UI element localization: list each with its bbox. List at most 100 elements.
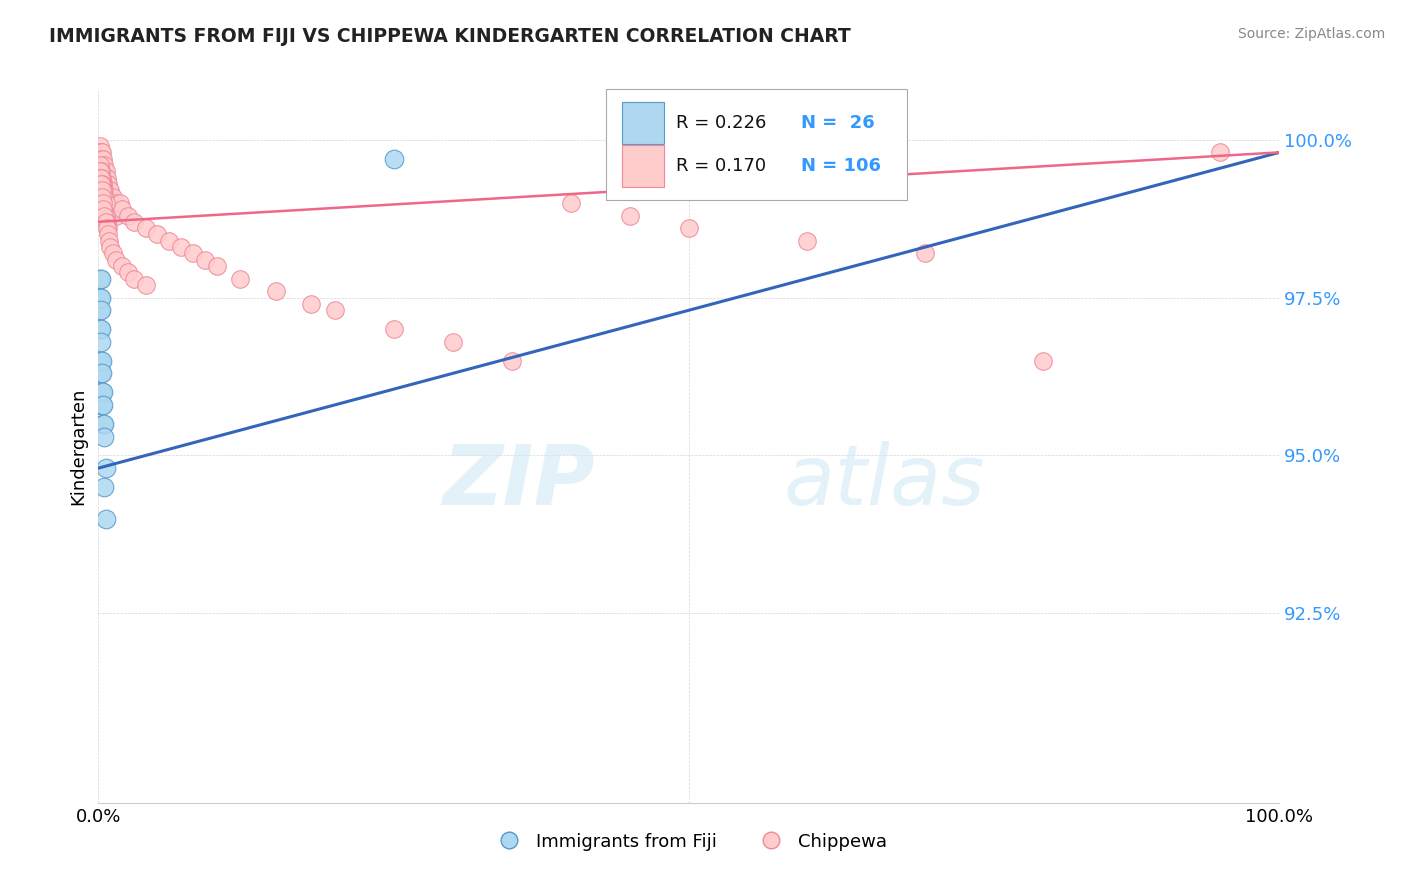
Point: [89, 271, 111, 285]
Point: [105, 209, 128, 223]
Point: [96, 215, 118, 229]
Text: atlas: atlas: [783, 442, 986, 522]
Point: [89, 164, 111, 178]
Text: IMMIGRANTS FROM FIJI VS CHIPPEWA KINDERGARTEN CORRELATION CHART: IMMIGRANTS FROM FIJI VS CHIPPEWA KINDERG…: [49, 27, 851, 45]
Point: [89, 164, 111, 178]
Point: [93, 195, 115, 210]
Point: [94, 461, 117, 475]
Point: [91, 170, 114, 185]
Point: [441, 334, 464, 349]
Point: [89, 303, 111, 318]
Point: [94, 195, 117, 210]
Point: [91, 183, 114, 197]
Point: [97, 227, 120, 242]
Point: [89, 177, 111, 191]
Point: [501, 353, 523, 368]
Point: [97, 221, 120, 235]
Point: [619, 209, 641, 223]
Point: [914, 246, 936, 260]
Point: [91, 189, 114, 203]
Point: [91, 164, 114, 178]
FancyBboxPatch shape: [606, 89, 907, 200]
Point: [122, 215, 145, 229]
Point: [323, 303, 346, 318]
Point: [96, 195, 118, 210]
Point: [91, 367, 114, 381]
Point: [90, 334, 112, 349]
Point: [90, 164, 112, 178]
Point: [101, 189, 124, 203]
Point: [135, 221, 157, 235]
Point: [93, 183, 115, 197]
Point: [91, 417, 114, 431]
Point: [122, 271, 145, 285]
Point: [97, 177, 120, 191]
Point: [91, 195, 114, 210]
Point: [91, 195, 114, 210]
Point: [90, 303, 112, 318]
Point: [90, 195, 112, 210]
Point: [90, 353, 112, 368]
Point: [111, 259, 134, 273]
Point: [90, 170, 112, 185]
Point: [89, 152, 111, 166]
Point: [93, 202, 115, 217]
Point: [90, 367, 112, 381]
Point: [135, 277, 157, 292]
Point: [97, 189, 120, 203]
Point: [89, 322, 111, 336]
Point: [91, 152, 114, 166]
Point: [94, 177, 117, 191]
Point: [89, 152, 111, 166]
Point: [90, 170, 112, 185]
Point: [90, 177, 112, 191]
Point: [91, 152, 114, 166]
Point: [146, 227, 169, 242]
Point: [90, 209, 112, 223]
Text: N = 106: N = 106: [801, 157, 882, 175]
Point: [91, 202, 114, 217]
Point: [181, 246, 204, 260]
Point: [90, 291, 112, 305]
Point: [90, 322, 112, 336]
Point: [91, 183, 114, 197]
Point: [91, 385, 114, 400]
Point: [678, 221, 700, 235]
Text: N =  26: N = 26: [801, 114, 875, 132]
Point: [98, 209, 121, 223]
Point: [560, 195, 582, 210]
Y-axis label: Kindergarten: Kindergarten: [69, 387, 87, 505]
Point: [299, 297, 322, 311]
Point: [90, 177, 112, 191]
Point: [94, 189, 117, 203]
Point: [93, 480, 115, 494]
Point: [157, 234, 180, 248]
Point: [111, 202, 134, 217]
Point: [90, 398, 112, 412]
Point: [91, 398, 114, 412]
Point: [101, 246, 124, 260]
Point: [93, 209, 115, 223]
Point: [96, 221, 118, 235]
Point: [91, 170, 114, 185]
Point: [93, 189, 115, 203]
Point: [91, 353, 114, 368]
Point: [91, 170, 114, 185]
FancyBboxPatch shape: [621, 102, 664, 144]
Point: [90, 164, 112, 178]
Point: [91, 145, 114, 160]
Point: [91, 177, 114, 191]
Point: [91, 195, 114, 210]
Point: [91, 189, 114, 203]
Point: [98, 183, 121, 197]
Point: [98, 195, 121, 210]
Point: [90, 145, 112, 160]
Point: [89, 145, 111, 160]
Point: [90, 271, 112, 285]
Point: [93, 158, 115, 172]
Point: [91, 398, 114, 412]
Text: Source: ZipAtlas.com: Source: ZipAtlas.com: [1237, 27, 1385, 41]
Point: [105, 252, 128, 267]
Point: [205, 259, 228, 273]
Text: ZIP: ZIP: [441, 442, 595, 522]
